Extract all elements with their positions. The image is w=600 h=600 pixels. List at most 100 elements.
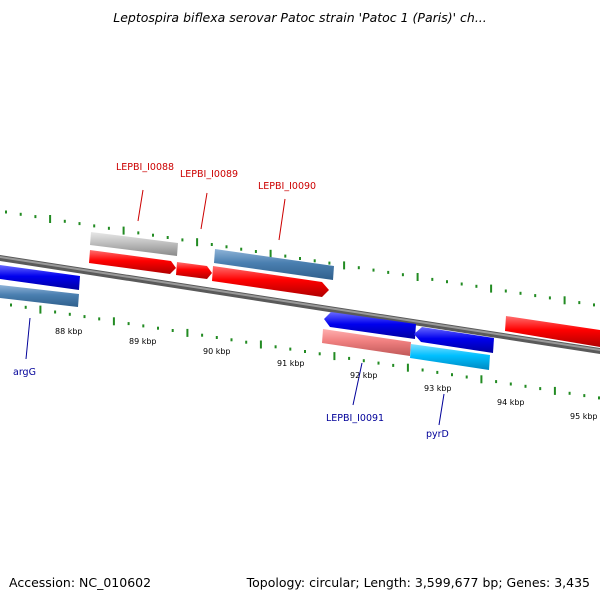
minor-tick	[245, 340, 248, 344]
gene-arrow-red-right[interactable]	[505, 316, 600, 347]
gene-arrow-pink[interactable]	[322, 329, 411, 356]
major-tick	[563, 296, 566, 305]
minor-tick	[392, 363, 395, 367]
minor-tick	[509, 382, 512, 386]
major-tick	[553, 386, 556, 395]
scale-label: 89 kbp	[129, 337, 157, 346]
minor-tick	[318, 352, 321, 356]
minor-tick	[93, 224, 96, 228]
minor-tick	[230, 338, 233, 342]
minor-tick	[19, 212, 22, 216]
gene-arrow-red-0088[interactable]	[89, 250, 176, 274]
scale-label: 95 kbp	[570, 412, 598, 421]
minor-tick	[107, 226, 110, 230]
minor-tick	[240, 247, 243, 251]
minor-tick	[421, 368, 424, 372]
minor-tick	[313, 259, 316, 263]
major-tick	[112, 317, 115, 326]
minor-tick	[598, 396, 600, 400]
minor-tick	[24, 305, 27, 309]
minor-tick	[495, 380, 498, 384]
gene-arrow-blue-left[interactable]	[0, 265, 80, 290]
gene-labels: LEPBI_I0088 LEPBI_I0089 LEPBI_I0090 argG…	[13, 162, 449, 440]
minor-tick	[465, 375, 468, 379]
gene-arrow-grey[interactable]	[90, 232, 178, 256]
minor-tick	[10, 303, 12, 307]
major-tick	[49, 215, 52, 223]
gene-label-lepbi-i0089[interactable]: LEPBI_I0089	[180, 169, 238, 180]
minor-tick	[431, 277, 434, 281]
minor-tick	[578, 301, 581, 305]
minor-tick	[519, 291, 522, 295]
gene-label-pyrd[interactable]: pyrD	[426, 429, 449, 440]
gene-arrow-steelblue-left[interactable]	[0, 285, 79, 307]
major-tick	[259, 340, 262, 349]
minor-tick	[215, 336, 218, 339]
gene-arrow-cyan[interactable]	[410, 344, 490, 370]
minor-tick	[210, 243, 213, 246]
minor-tick	[5, 210, 7, 214]
gene-arrow-red-0090[interactable]	[212, 266, 329, 297]
minor-tick	[98, 317, 101, 321]
minor-tick	[401, 273, 404, 277]
scale-label: 93 kbp	[424, 384, 452, 393]
major-tick	[343, 261, 346, 270]
accession-text: Accession: NC_010602	[9, 575, 152, 590]
minor-tick	[372, 268, 375, 272]
minor-tick	[171, 329, 174, 332]
gene-arrow-steelblue-upper[interactable]	[214, 249, 334, 280]
minor-tick	[475, 284, 478, 288]
major-tick	[122, 226, 125, 235]
major-tick	[269, 249, 272, 258]
minor-tick	[299, 257, 301, 260]
gene-label-argg[interactable]: argG	[13, 367, 36, 378]
minor-tick	[68, 312, 71, 316]
minor-tick	[152, 233, 154, 237]
minor-tick	[274, 345, 277, 349]
major-tick	[406, 363, 409, 372]
major-tick	[490, 284, 493, 293]
scale-label: 92 kbp	[350, 371, 378, 380]
minor-tick	[357, 266, 360, 270]
major-tick	[416, 273, 419, 281]
minor-tick	[284, 254, 287, 258]
minor-tick	[328, 261, 331, 265]
minor-tick	[289, 347, 292, 351]
scale-label: 94 kbp	[497, 398, 525, 407]
gene-arrow-red-0089[interactable]	[176, 262, 212, 279]
minor-tick	[166, 236, 169, 239]
scale-label: 90 kbp	[203, 347, 231, 356]
minor-tick	[504, 289, 507, 293]
minor-tick	[446, 280, 448, 284]
minor-tick	[539, 387, 542, 391]
gene-arrow-blue-pyrD[interactable]	[414, 327, 494, 353]
minor-tick	[348, 356, 351, 360]
scale-label: 88 kbp	[55, 327, 83, 336]
minor-tick	[460, 282, 463, 286]
major-tick	[196, 238, 199, 247]
minor-tick	[387, 270, 390, 274]
minor-tick	[225, 245, 228, 249]
minor-tick	[78, 222, 81, 226]
minor-tick	[54, 310, 57, 314]
minor-tick	[593, 303, 595, 307]
minor-tick	[83, 315, 86, 319]
minor-tick	[137, 231, 140, 235]
minor-tick	[362, 359, 365, 363]
minor-tick	[157, 326, 159, 330]
major-tick	[186, 328, 189, 337]
minor-tick	[524, 384, 527, 388]
gene-label-lepbi-i0090[interactable]: LEPBI_I0090	[258, 181, 316, 192]
minor-tick	[377, 361, 380, 365]
label-connectors	[25, 189, 445, 426]
scale-ticks-top	[5, 210, 595, 307]
minor-tick	[568, 391, 571, 395]
gene-arrow-blue-0091[interactable]	[324, 312, 416, 339]
scale-label: 91 kbp	[277, 359, 305, 368]
gene-label-lepbi-i0091[interactable]: LEPBI_I0091	[326, 413, 384, 424]
gene-label-lepbi-i0088[interactable]: LEPBI_I0088	[116, 162, 174, 173]
scale-labels: 88 kbp 89 kbp 90 kbp 91 kbp 92 kbp 93 kb…	[55, 327, 598, 421]
major-tick	[39, 305, 42, 314]
minor-tick	[63, 219, 66, 223]
